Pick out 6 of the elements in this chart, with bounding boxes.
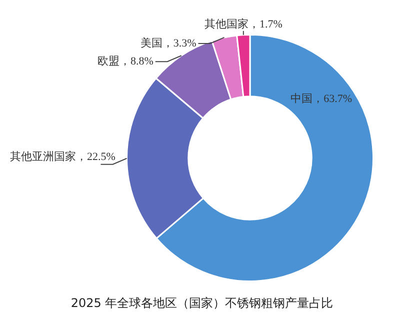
- slice-label: 其他国家，1.7%: [204, 17, 282, 30]
- slice-label: 美国，3.3%: [140, 36, 196, 50]
- slice-label: 其他亚洲国家，22.5%: [10, 150, 116, 163]
- slice-label: 中国，63.7%: [290, 92, 352, 106]
- text: 2025 年全球各地区（国家）不锈钢粗钢产量占比: [70, 295, 334, 312]
- slice-label: 欧盟，8.8%: [97, 56, 154, 68]
